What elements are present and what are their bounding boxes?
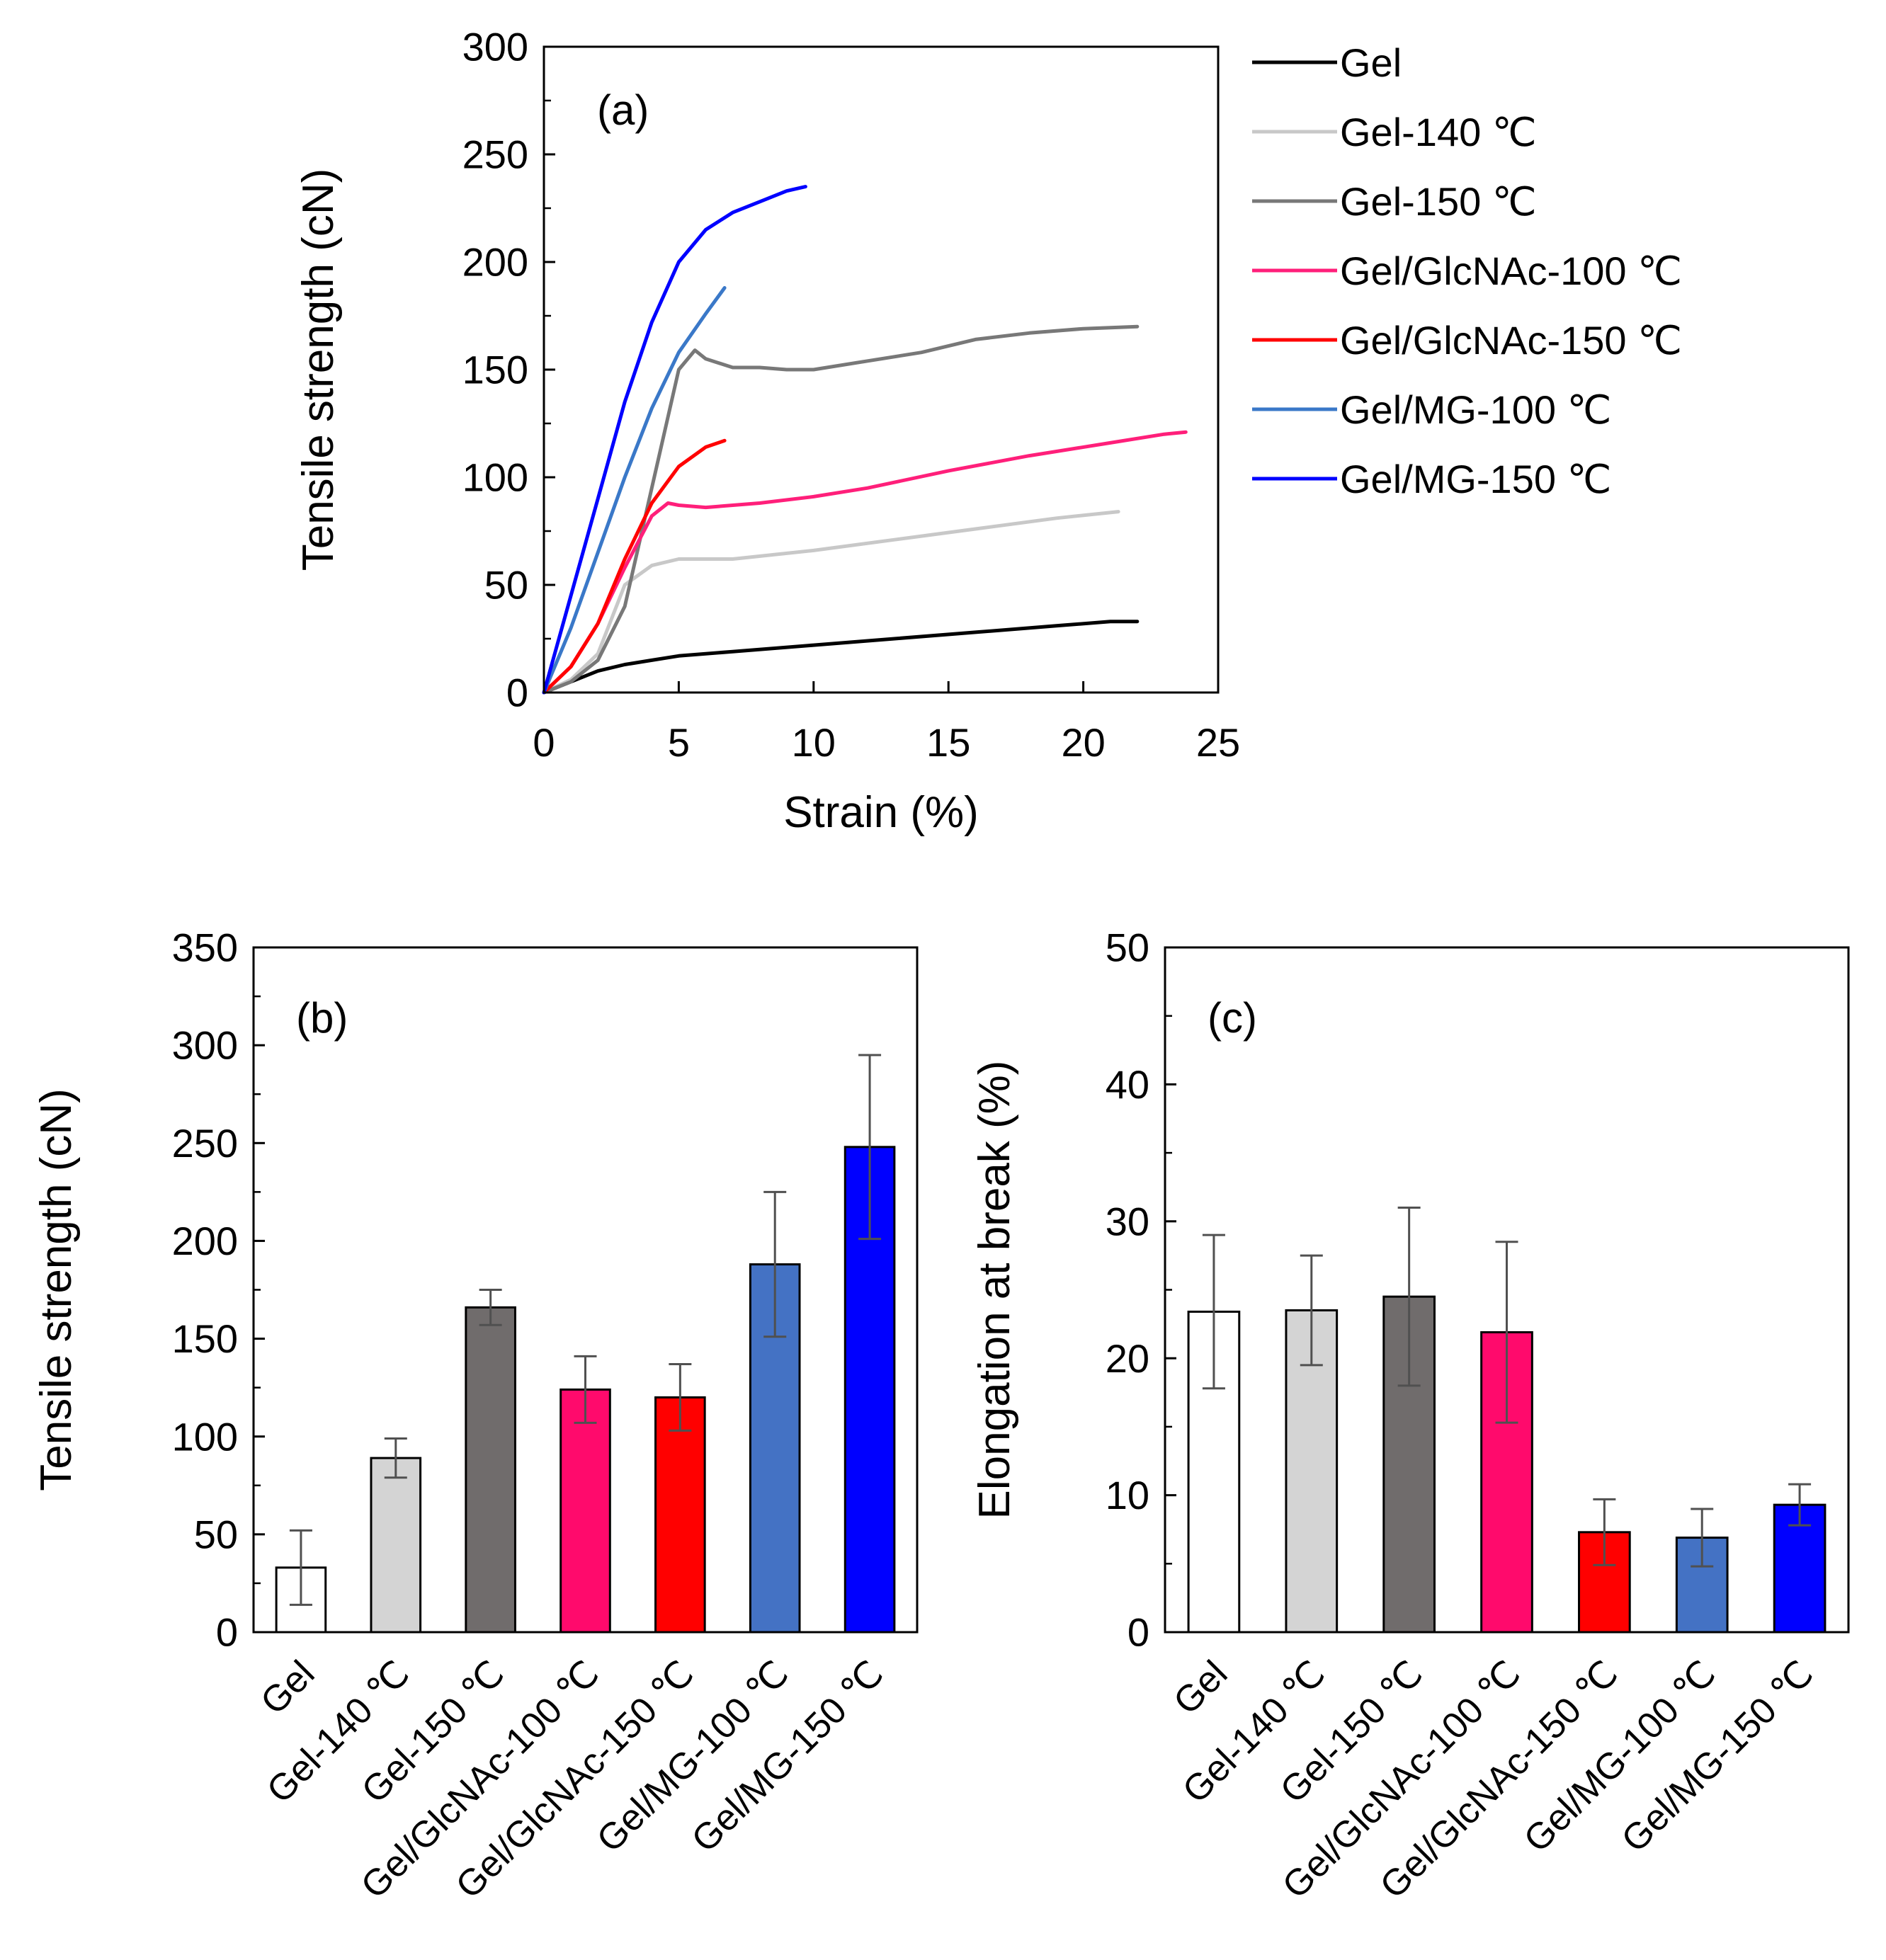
a-legend-entry: Gel (1340, 40, 1402, 85)
a-plot-frame (542, 45, 1220, 694)
a-legend-entry: Gel/GlcNAc-150 ℃ (1340, 318, 1682, 363)
b-y-axis: 0 50 100 150 200 250 300 350 Tensile strength (c… (32, 925, 265, 1655)
a-x-axis: 0 5 10 15 20 25 Strain (%) (533, 681, 1240, 837)
b-error-bar (384, 1437, 407, 1479)
a-series-line (542, 324, 1140, 695)
a-series-line (542, 438, 727, 695)
c-category-label: Gel (1166, 1653, 1235, 1722)
b-y-tick-label: 50 (194, 1512, 238, 1556)
c-panel-label: (c) (1208, 994, 1257, 1042)
c-error-bar (1202, 1233, 1225, 1390)
a-series-line (542, 430, 1188, 695)
b-y-tick-label: 300 (172, 1023, 238, 1068)
b-y-tick-label: 350 (172, 925, 238, 970)
c-error-bar (1593, 1498, 1616, 1566)
a-y-tick-label: 300 (462, 25, 528, 69)
b-bar (559, 1388, 611, 1634)
b-error-bar (479, 1289, 502, 1326)
a-series-line (542, 620, 1140, 695)
a-y-tick-label: 50 (484, 563, 528, 608)
b-y-tick-label: 100 (172, 1414, 238, 1459)
a-y-tick-label: 150 (462, 348, 528, 392)
b-bar (370, 1457, 422, 1634)
b-error-bar (289, 1529, 312, 1606)
a-legend-entry: Gel-140 ℃ (1340, 110, 1537, 154)
b-y-tick-label: 150 (172, 1316, 238, 1361)
c-error-bar (1300, 1254, 1323, 1367)
a-series-line (542, 510, 1120, 695)
c-y-tick-label: 10 (1106, 1473, 1149, 1517)
b-y-tick-label: 0 (216, 1610, 238, 1655)
b-error-bar (574, 1355, 597, 1424)
c-y-tick-label: 50 (1106, 925, 1149, 970)
c-error-bar (1691, 1508, 1714, 1568)
a-x-axis-label: Strain (%) (783, 788, 979, 837)
a-x-tick-label: 5 (668, 720, 690, 765)
b-category-label: Gel (253, 1653, 322, 1722)
c-y-tick-label: 20 (1106, 1336, 1149, 1381)
b-y-tick-label: 200 (172, 1219, 238, 1263)
c-y-axis-label: Elongation at break (%) (970, 1061, 1019, 1520)
a-y-axis: 0 50 100 150 200 250 300 Tensile strength (cN) (294, 25, 555, 715)
a-x-tick-label: 0 (533, 720, 555, 765)
c-error-bar (1397, 1206, 1421, 1387)
a-legend-entry: Gel/GlcNAc-100 ℃ (1340, 249, 1682, 293)
c-y-tick-label: 30 (1106, 1199, 1149, 1243)
c-y-tick-label: 40 (1106, 1062, 1149, 1107)
b-bar (654, 1396, 706, 1634)
panel-a: (a) (542, 86, 1188, 695)
c-plot-frame (1164, 946, 1850, 1634)
a-panel-label: (a) (597, 86, 649, 134)
b-plot-frame (252, 946, 919, 1634)
a-legend-entry: Gel/MG-150 ℃ (1340, 457, 1611, 501)
b-bar (465, 1306, 516, 1634)
a-legend-entry: Gel/MG-100 ℃ (1340, 387, 1611, 432)
b-y-tick-label: 250 (172, 1121, 238, 1166)
b-error-bar (669, 1362, 692, 1432)
a-x-tick-label: 10 (792, 720, 836, 765)
a-legend-entry: Gel-150 ℃ (1340, 179, 1537, 224)
c-y-tick-label: 0 (1127, 1610, 1149, 1655)
a-y-tick-label: 100 (462, 455, 528, 500)
a-series-line (542, 185, 807, 695)
b-y-axis-label: Tensile strength (cN) (32, 1088, 81, 1491)
c-error-bar (1495, 1241, 1518, 1424)
b-error-bar (858, 1054, 882, 1241)
a-x-tick-label: 25 (1196, 720, 1240, 765)
b-error-bar (763, 1190, 787, 1338)
c-error-bar (1788, 1483, 1812, 1527)
a-y-tick-label: 0 (506, 671, 528, 715)
c-y-axis: 0 10 20 30 40 50 Elongation at break (%) (970, 925, 1176, 1655)
a-series-line (542, 286, 727, 695)
a-y-tick-label: 250 (462, 132, 528, 177)
a-y-axis-label: Tensile strength (cN) (294, 169, 343, 571)
b-panel-label: (b) (296, 994, 348, 1042)
a-x-tick-label: 15 (926, 720, 970, 765)
a-x-tick-label: 20 (1061, 720, 1105, 765)
a-y-tick-label: 200 (462, 240, 528, 285)
a-legend: Gel Gel-140 ℃ Gel-150 ℃ Gel/GlcNAc-100 ℃ Gel… (1252, 40, 1682, 501)
